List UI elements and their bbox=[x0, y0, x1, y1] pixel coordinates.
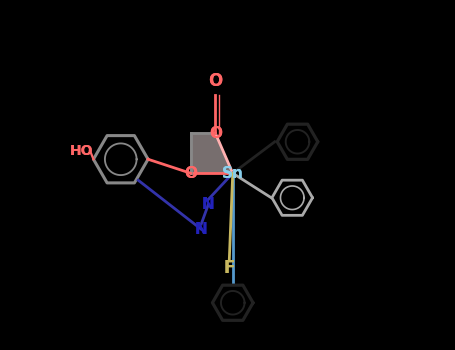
Text: N: N bbox=[202, 197, 215, 212]
Text: O: O bbox=[208, 72, 222, 90]
Text: F: F bbox=[223, 259, 235, 277]
Text: O: O bbox=[209, 126, 222, 140]
Text: Sn: Sn bbox=[222, 166, 244, 181]
Text: F: F bbox=[223, 259, 235, 277]
Text: Sn: Sn bbox=[222, 166, 244, 181]
Text: O: O bbox=[184, 166, 197, 181]
Text: O: O bbox=[184, 166, 197, 181]
Text: N: N bbox=[195, 222, 207, 237]
Text: N: N bbox=[202, 197, 215, 212]
Text: HO: HO bbox=[70, 144, 93, 158]
Polygon shape bbox=[191, 133, 233, 173]
Text: O: O bbox=[208, 72, 222, 90]
Text: N: N bbox=[195, 222, 207, 237]
Text: O: O bbox=[209, 126, 222, 140]
Text: HO: HO bbox=[70, 144, 93, 158]
